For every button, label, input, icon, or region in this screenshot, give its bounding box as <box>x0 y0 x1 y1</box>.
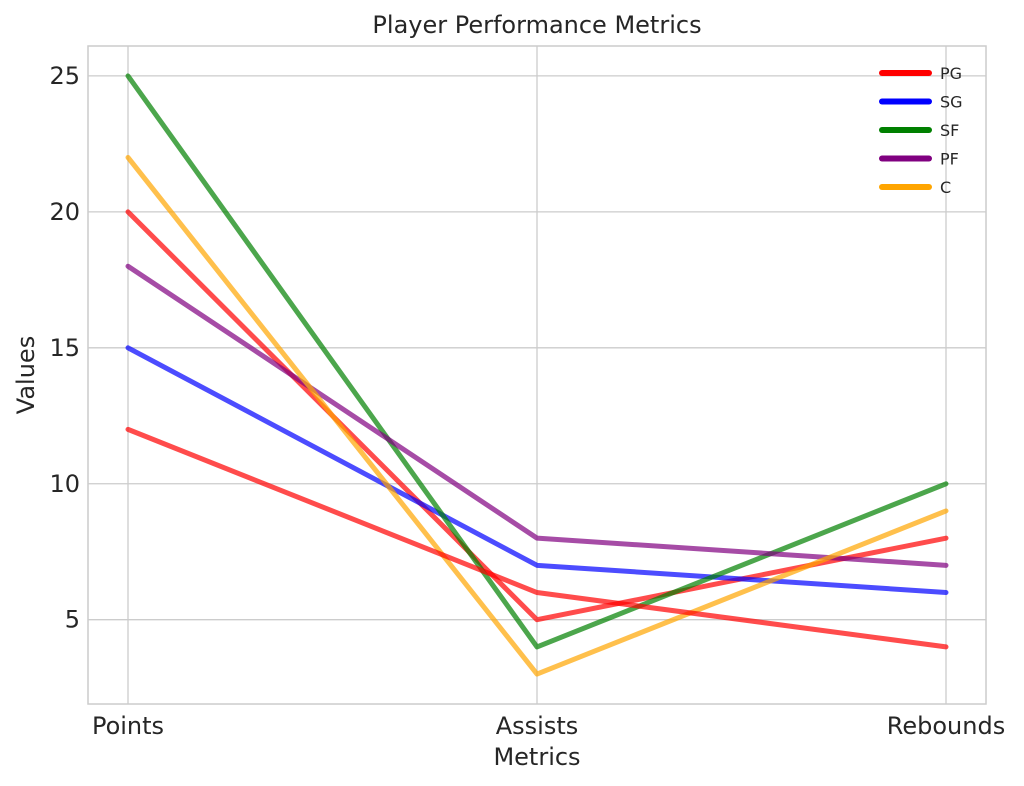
legend-label: PF <box>940 150 959 169</box>
y-tick-label: 20 <box>49 198 80 226</box>
x-tick-label: Points <box>92 712 164 740</box>
series-line-pf <box>125 263 949 568</box>
plot-frame <box>87 45 987 705</box>
y-tick-label: 5 <box>65 606 80 634</box>
series-line-c <box>125 154 949 677</box>
x-axis-label: Metrics <box>493 743 580 771</box>
series-line-sg <box>125 345 949 596</box>
x-axis-ticks: Points Assists Rebounds <box>92 712 1005 740</box>
y-tick-label: 15 <box>49 334 80 362</box>
legend-label: PG <box>940 64 962 83</box>
x-tick-label: Rebounds <box>887 712 1005 740</box>
legend-label: SG <box>940 93 963 112</box>
legend-label: C <box>940 178 951 197</box>
y-tick-label: 10 <box>49 470 80 498</box>
legend-label: SF <box>940 121 959 140</box>
legend: PG SG SF PF C <box>879 64 963 197</box>
y-axis-ticks: 5 10 15 20 25 <box>49 62 80 634</box>
y-tick-label: 25 <box>49 62 80 90</box>
series-lines <box>125 73 949 677</box>
y-axis-label: Values <box>12 336 40 414</box>
x-tick-label: Assists <box>496 712 579 740</box>
series-line <box>125 426 949 650</box>
chart-title: Player Performance Metrics <box>372 11 701 39</box>
series-line-sf <box>125 73 949 650</box>
grid <box>88 46 986 704</box>
